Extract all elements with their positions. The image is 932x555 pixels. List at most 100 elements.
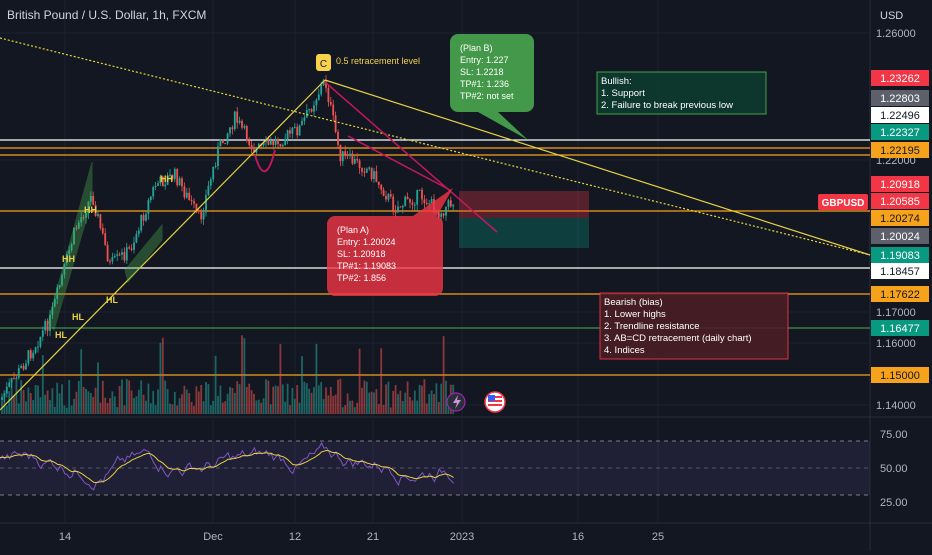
candle bbox=[401, 204, 404, 214]
volume-bar bbox=[317, 385, 320, 414]
volume-bar bbox=[262, 398, 265, 414]
structure-label: HH bbox=[160, 174, 173, 184]
volume-bar bbox=[248, 383, 251, 414]
plan-b-callout[interactable]: (Plan B) Entry: 1.227 SL: 1.2218 TP#1: 1… bbox=[450, 34, 534, 140]
volume-bar bbox=[224, 401, 227, 414]
candle bbox=[1, 393, 3, 401]
candle bbox=[322, 78, 325, 86]
candle bbox=[327, 84, 330, 107]
volume-bar bbox=[82, 386, 85, 414]
price-label: 1.22496 bbox=[871, 107, 929, 123]
price-label-text: 1.16477 bbox=[880, 323, 920, 335]
volume-bar bbox=[44, 394, 47, 414]
volume-bar bbox=[70, 405, 73, 414]
candle bbox=[178, 176, 181, 186]
volume-bar bbox=[25, 401, 27, 414]
symbol-tag-text: GBPUSD bbox=[822, 198, 865, 209]
candle bbox=[389, 189, 392, 199]
retracement-badge-letter: C bbox=[320, 59, 327, 70]
bear-channel-upper[interactable] bbox=[324, 81, 498, 233]
volume-bar bbox=[3, 390, 6, 414]
candle bbox=[89, 191, 92, 207]
volume-bar bbox=[303, 381, 306, 414]
candle bbox=[106, 241, 109, 262]
rising-channel-2[interactable] bbox=[124, 223, 163, 284]
time-tick: 21 bbox=[367, 531, 379, 543]
volume-bar bbox=[310, 392, 313, 414]
bear-channel-lower[interactable] bbox=[347, 135, 451, 191]
plan-a-callout[interactable]: (Plan A) Entry: 1.20024 SL: 1.20918 TP#1… bbox=[327, 188, 453, 296]
price-label: 1.20274 bbox=[871, 210, 929, 226]
us-flag-icon[interactable] bbox=[484, 391, 506, 413]
volume-bar bbox=[166, 389, 169, 414]
candle bbox=[109, 258, 111, 265]
candle bbox=[221, 139, 224, 144]
volume-bar bbox=[113, 396, 116, 414]
time-tick: 12 bbox=[289, 531, 301, 543]
candle bbox=[421, 187, 423, 205]
take-profit-zone[interactable] bbox=[459, 218, 589, 248]
candle bbox=[29, 348, 32, 362]
candle bbox=[397, 200, 399, 213]
lightning-icon[interactable] bbox=[446, 392, 466, 412]
volume-bar bbox=[111, 391, 114, 414]
volume-bar bbox=[157, 389, 159, 414]
volume-bar bbox=[423, 379, 426, 414]
volume-bar bbox=[404, 392, 407, 414]
volume-bar bbox=[145, 400, 147, 414]
volume-bar bbox=[337, 379, 339, 414]
candle bbox=[51, 302, 54, 319]
price-label-text: 1.20585 bbox=[880, 196, 920, 208]
volume-bar bbox=[178, 398, 181, 414]
volume-bar bbox=[173, 392, 176, 414]
candle bbox=[301, 117, 303, 126]
long-trendline-dotted[interactable] bbox=[0, 37, 871, 256]
volume-bar bbox=[29, 393, 32, 414]
candle bbox=[231, 125, 234, 135]
candle bbox=[351, 150, 354, 166]
price-tick: 1.26000 bbox=[876, 28, 916, 40]
volume-bar bbox=[229, 386, 231, 414]
bearish-line: 4. Indices bbox=[604, 345, 645, 356]
candle bbox=[286, 129, 289, 145]
volume-bar bbox=[56, 382, 59, 414]
retracement-badge[interactable] bbox=[316, 54, 331, 71]
volume-bar bbox=[128, 380, 131, 414]
symbol-tag[interactable] bbox=[818, 194, 868, 210]
volume-bar bbox=[161, 337, 164, 414]
candle bbox=[140, 214, 143, 233]
candle bbox=[361, 167, 363, 177]
volume-bar bbox=[164, 380, 167, 414]
volume-bar bbox=[363, 380, 366, 414]
rising-trendline[interactable] bbox=[0, 79, 326, 411]
bullish-note[interactable]: Bullish: 1. Support 2. Failure to break … bbox=[596, 71, 767, 115]
rsi-pane[interactable] bbox=[0, 418, 870, 522]
candle bbox=[423, 195, 426, 209]
candle bbox=[416, 189, 419, 211]
candle bbox=[219, 138, 222, 147]
candle bbox=[387, 192, 390, 203]
candle bbox=[445, 206, 447, 221]
price-label: 1.22803 bbox=[871, 90, 929, 106]
candle bbox=[452, 204, 455, 211]
stop-loss-zone[interactable] bbox=[459, 191, 589, 218]
time-tick: 16 bbox=[572, 531, 584, 543]
currency-label: USD bbox=[880, 10, 903, 22]
bullish-line: 1. Support bbox=[601, 88, 645, 99]
candle bbox=[380, 184, 383, 195]
candle bbox=[137, 227, 140, 238]
price-tick: 1.16000 bbox=[876, 338, 916, 350]
candle bbox=[413, 202, 416, 211]
volume-bar bbox=[61, 384, 63, 414]
rising-channel-1[interactable] bbox=[47, 161, 93, 332]
bearish-note[interactable]: Bearish (bias) 1. Lower highs 2. Trendli… bbox=[599, 292, 789, 360]
candle bbox=[32, 350, 35, 362]
volume-bar bbox=[51, 388, 54, 414]
volume-bar bbox=[315, 343, 318, 414]
candle bbox=[25, 359, 27, 371]
candle bbox=[195, 203, 198, 214]
volume-bar bbox=[365, 381, 368, 414]
long-trendline[interactable] bbox=[324, 79, 871, 256]
